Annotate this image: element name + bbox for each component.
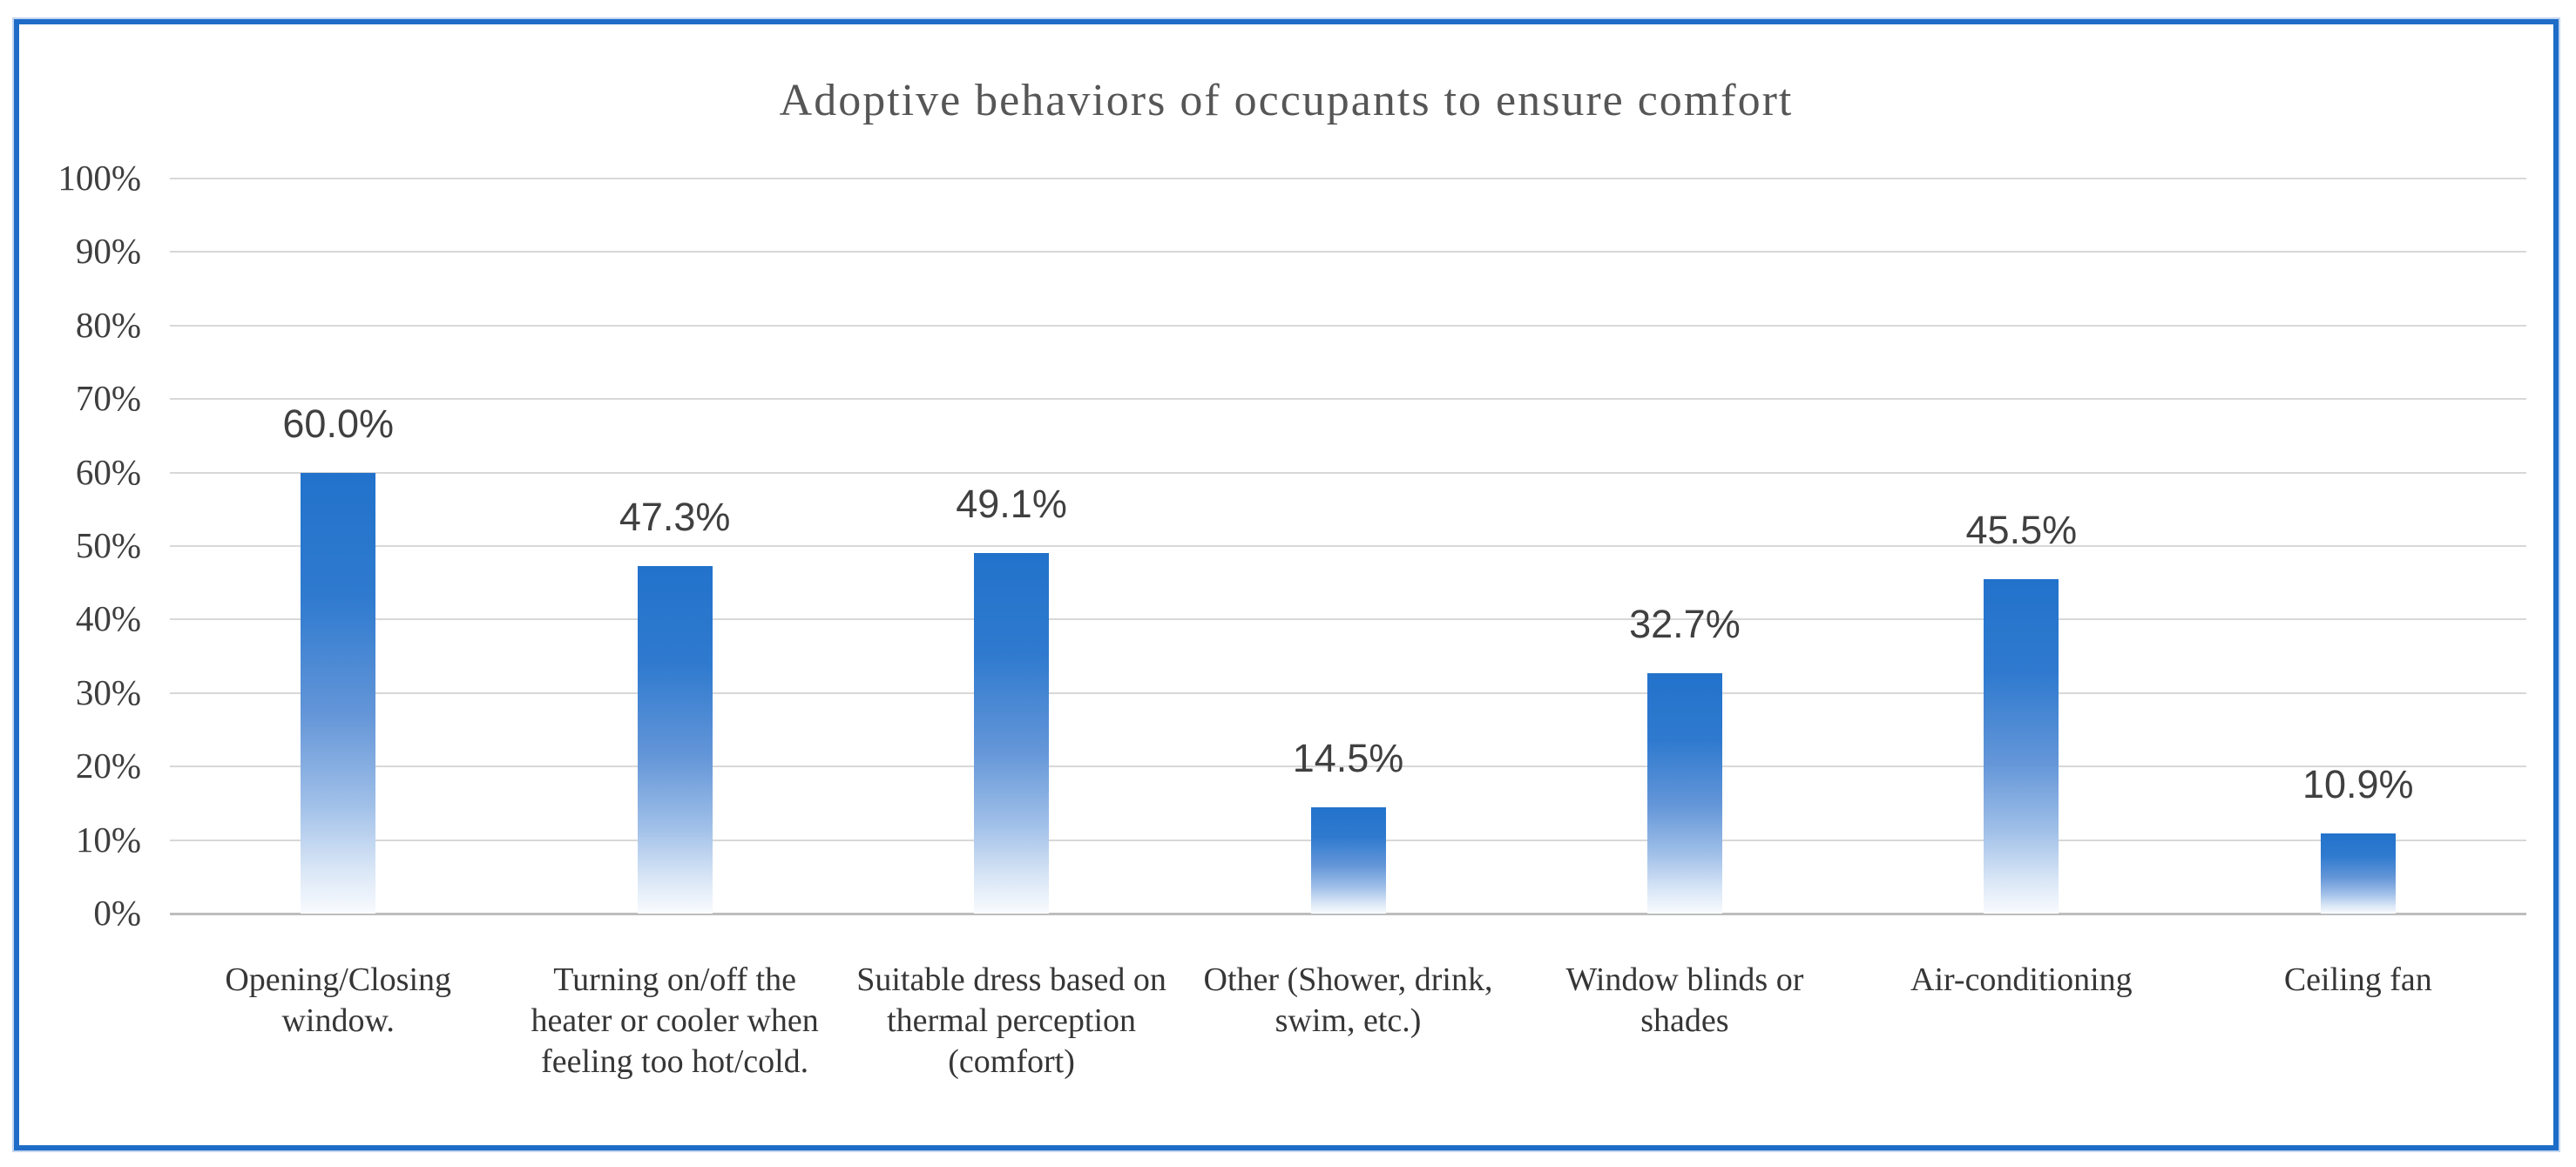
- data-label: 47.3%: [619, 494, 731, 539]
- data-label: 10.9%: [2302, 762, 2414, 806]
- y-tick-label: 90%: [75, 231, 141, 272]
- y-tick-label: 30%: [75, 671, 141, 712]
- category-label: Turning on/off the heater or cooler when…: [531, 961, 819, 1081]
- bar: [2320, 833, 2396, 914]
- gridline: [170, 766, 2526, 768]
- bar: [1310, 806, 1386, 914]
- y-tick-label: 100%: [57, 158, 141, 198]
- gridline: [170, 691, 2526, 694]
- gridline: [170, 324, 2526, 327]
- category-label: Other (Shower, drink, swim, etc.): [1203, 961, 1493, 1040]
- chart-border: Adoptive behaviors of occupants to ensur…: [14, 19, 2559, 1150]
- category-label: Air-conditioning: [1910, 961, 2133, 998]
- gridline: [170, 545, 2526, 547]
- y-tick-label: 50%: [75, 525, 141, 565]
- y-tick-label: 60%: [75, 451, 141, 492]
- data-label: 45.5%: [1965, 507, 2078, 552]
- y-tick-label: 70%: [75, 378, 141, 419]
- x-axis-line: [170, 913, 2526, 915]
- data-label: 32.7%: [1629, 602, 1741, 646]
- y-tick-label: 10%: [75, 819, 141, 860]
- category-label: Opening/Closing window.: [225, 961, 452, 1040]
- bar: [974, 552, 1050, 914]
- data-label: 49.1%: [956, 481, 1067, 526]
- y-tick-label: 20%: [75, 745, 141, 786]
- category-label: Window blinds or shades: [1565, 961, 1804, 1040]
- gridline: [170, 178, 2526, 179]
- data-label: 14.5%: [1292, 735, 1404, 780]
- gridline: [170, 471, 2526, 474]
- gridline: [170, 251, 2526, 253]
- chart-title: Adoptive behaviors of occupants to ensur…: [779, 76, 1794, 125]
- y-tick-label: 40%: [75, 598, 141, 639]
- gridline: [170, 398, 2526, 401]
- bar: [1984, 578, 2059, 914]
- bar: [1646, 673, 1722, 914]
- y-tick-label: 0%: [93, 893, 141, 933]
- y-tick-label: 80%: [75, 304, 141, 345]
- bar: [301, 472, 376, 914]
- category-label: Ceiling fan: [2283, 961, 2432, 998]
- category-label: Suitable dress based on thermal percepti…: [856, 961, 1166, 1081]
- bar: [637, 565, 713, 914]
- data-label: 60.0%: [282, 401, 394, 446]
- gridline: [170, 618, 2526, 621]
